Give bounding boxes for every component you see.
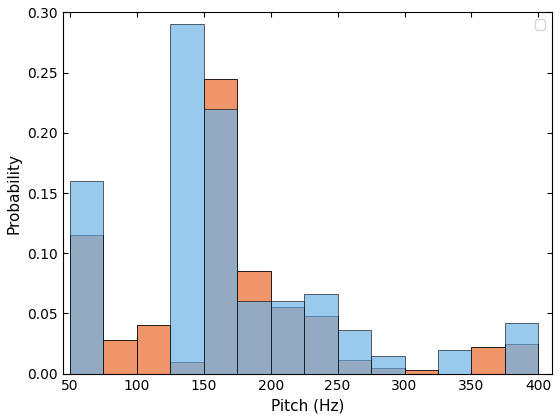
Y-axis label: Probability: Probability <box>7 152 22 234</box>
Bar <box>270 302 304 374</box>
Bar <box>438 349 472 374</box>
Bar <box>304 294 338 374</box>
Bar <box>505 344 538 374</box>
Bar <box>505 323 538 374</box>
Bar <box>338 330 371 374</box>
Legend:  <box>535 19 545 29</box>
Bar <box>137 326 170 374</box>
Bar <box>170 24 204 374</box>
Bar <box>371 368 404 374</box>
Bar <box>237 271 270 374</box>
Bar <box>103 340 137 374</box>
Bar <box>204 79 237 374</box>
X-axis label: Pitch (Hz): Pitch (Hz) <box>271 398 344 413</box>
Bar <box>70 235 103 374</box>
Bar <box>371 356 404 374</box>
Bar <box>170 362 204 374</box>
Bar <box>270 307 304 374</box>
Bar <box>70 181 103 374</box>
Bar <box>237 302 270 374</box>
Bar <box>404 370 438 374</box>
Bar <box>304 316 338 374</box>
Bar <box>338 360 371 374</box>
Bar <box>472 347 505 374</box>
Bar <box>204 109 237 374</box>
